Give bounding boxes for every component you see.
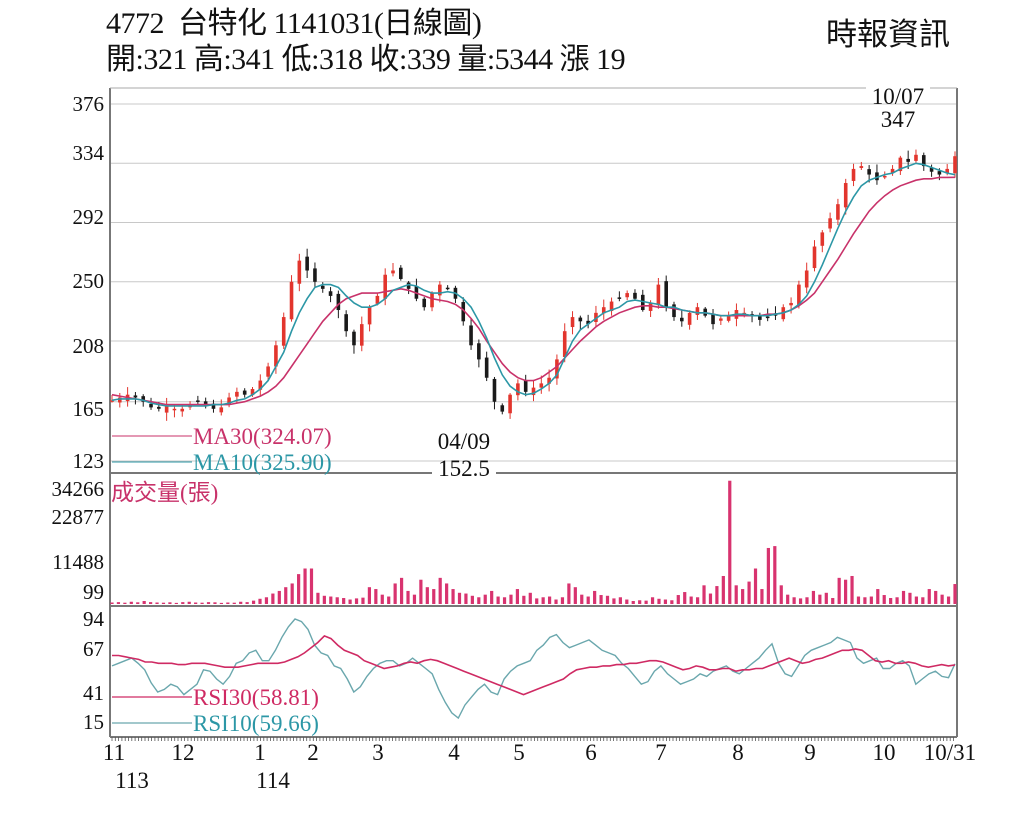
svg-text:10/07: 10/07: [872, 84, 924, 109]
rsi30-line: [112, 634, 956, 696]
svg-text:15: 15: [83, 710, 104, 734]
price-gridlines: [110, 103, 957, 462]
rsi10-line: [111, 618, 956, 720]
rsi-y-axis: 94 67 41 15: [83, 607, 105, 734]
svg-text:9: 9: [804, 740, 816, 765]
svg-text:3: 3: [372, 740, 384, 765]
svg-text:152.5: 152.5: [438, 456, 490, 481]
svg-text:1: 1: [254, 740, 266, 765]
chart-title: 4772 台特化 1141031(日線圖): [106, 7, 482, 40]
svg-text:376: 376: [73, 92, 105, 116]
svg-text:208: 208: [73, 334, 105, 358]
high-annotation: 10/07 347: [866, 84, 930, 132]
svg-text:347: 347: [881, 107, 916, 132]
svg-text:11488: 11488: [52, 550, 104, 574]
svg-text:4: 4: [448, 740, 460, 765]
svg-text:334: 334: [73, 141, 105, 165]
svg-text:11: 11: [103, 740, 125, 765]
volume-title: 成交量(張): [111, 480, 218, 505]
brand-logo-text: 時報資訊: [826, 17, 950, 52]
svg-text:123: 123: [73, 449, 105, 473]
svg-text:5: 5: [513, 740, 525, 765]
ohlc-summary: 開:321 高:341 低:318 收:339 量:5344 漲 19: [106, 43, 626, 76]
x-axis-ticks: [111, 737, 954, 741]
volume-bars: [110, 480, 957, 604]
svg-text:10/31: 10/31: [924, 740, 976, 765]
rsi30-legend: RSI30(58.81): [193, 685, 319, 710]
svg-text:12: 12: [172, 740, 195, 765]
ma10-legend: MA10(325.90): [193, 450, 332, 475]
low-annotation: 04/09 152.5: [432, 429, 496, 481]
svg-text:99: 99: [83, 580, 104, 604]
svg-text:04/09: 04/09: [438, 429, 490, 454]
price-y-axis: 376 334 292 250 208 165 123: [73, 92, 105, 473]
rsi10-legend: RSI10(59.66): [193, 711, 319, 736]
rsi-legend: RSI30(58.81) RSI10(59.66): [112, 685, 319, 736]
svg-text:165: 165: [73, 397, 105, 421]
chart-frame: [109, 87, 958, 738]
svg-text:2: 2: [307, 740, 319, 765]
svg-text:250: 250: [73, 269, 105, 293]
svg-text:67: 67: [83, 637, 104, 661]
ma30-line: [111, 176, 956, 406]
volume-y-axis: 34266 22877 11488 99: [52, 477, 105, 604]
x-axis-labels: 11 12 1 2 3 4 5 6 7 8 9 10 10/31 113 114: [103, 740, 976, 793]
svg-text:8: 8: [732, 740, 744, 765]
ma10-line: [111, 162, 956, 407]
svg-text:113: 113: [115, 768, 149, 793]
svg-text:10: 10: [873, 740, 896, 765]
svg-text:34266: 34266: [52, 477, 105, 501]
ma30-legend: MA30(324.07): [193, 424, 332, 449]
svg-text:114: 114: [256, 768, 290, 793]
ma-legend: MA30(324.07) MA10(325.90): [112, 424, 332, 475]
svg-text:41: 41: [83, 681, 104, 705]
svg-text:292: 292: [73, 205, 105, 229]
svg-text:94: 94: [83, 607, 105, 631]
svg-text:22877: 22877: [52, 505, 105, 529]
svg-text:7: 7: [655, 740, 667, 765]
svg-text:6: 6: [585, 740, 597, 765]
candlestick-series: [110, 149, 957, 421]
